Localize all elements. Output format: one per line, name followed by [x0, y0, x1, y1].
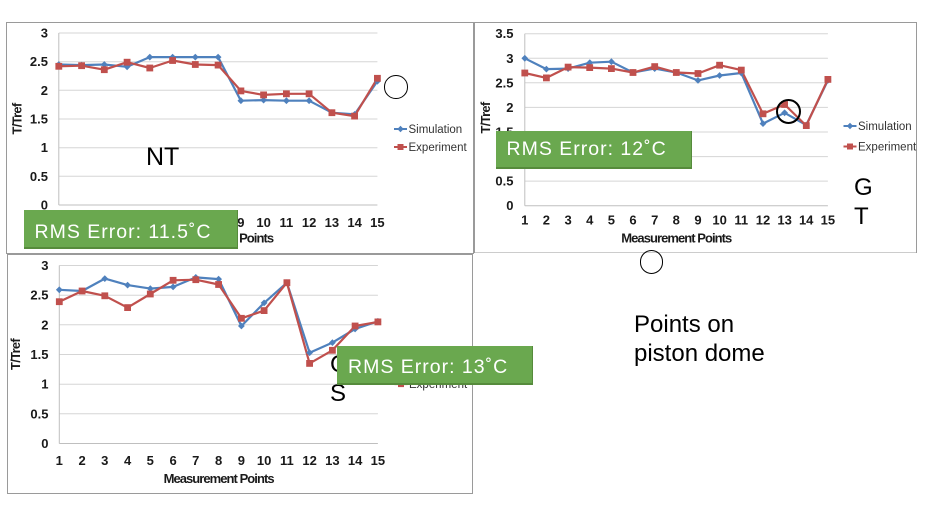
svg-text:3: 3 — [506, 50, 513, 65]
svg-text:1: 1 — [521, 212, 528, 227]
svg-text:2: 2 — [542, 212, 549, 227]
svg-text:0.5: 0.5 — [495, 173, 513, 188]
svg-text:3.5: 3.5 — [495, 26, 513, 41]
svg-text:4: 4 — [586, 212, 594, 227]
svg-text:T/Tref: T/Tref — [478, 101, 493, 133]
svg-text:11: 11 — [280, 215, 294, 230]
svg-text:14: 14 — [347, 215, 362, 230]
svg-text:1: 1 — [41, 140, 48, 155]
svg-text:9: 9 — [237, 215, 244, 230]
svg-text:1.5: 1.5 — [30, 112, 48, 127]
svg-text:14: 14 — [347, 452, 362, 467]
svg-text:10: 10 — [256, 452, 270, 467]
svg-text:12: 12 — [755, 212, 769, 227]
svg-text:1: 1 — [41, 376, 48, 391]
svg-text:6: 6 — [169, 452, 176, 467]
svg-text:6: 6 — [629, 212, 636, 227]
svg-text:5: 5 — [607, 212, 614, 227]
svg-text:Measurement Points: Measurement Points — [621, 230, 732, 245]
svg-text:T/Tref: T/Tref — [10, 102, 25, 134]
svg-text:11: 11 — [280, 452, 294, 467]
svg-text:15: 15 — [370, 215, 384, 230]
svg-text:1: 1 — [55, 452, 62, 467]
svg-text:0: 0 — [506, 198, 513, 213]
svg-text:7: 7 — [192, 452, 199, 467]
svg-text:Experiment: Experiment — [409, 142, 468, 154]
svg-text:3: 3 — [564, 212, 571, 227]
svg-text:2.5: 2.5 — [30, 287, 48, 302]
svg-text:3: 3 — [41, 26, 48, 41]
svg-text:12: 12 — [302, 215, 316, 230]
svg-text:8: 8 — [672, 212, 679, 227]
svg-text:12: 12 — [302, 452, 316, 467]
svg-text:0: 0 — [41, 198, 48, 213]
svg-text:15: 15 — [370, 452, 384, 467]
svg-text:10: 10 — [712, 212, 726, 227]
svg-text:2.5: 2.5 — [30, 54, 48, 69]
svg-text:9: 9 — [694, 212, 701, 227]
svg-text:1.5: 1.5 — [30, 347, 48, 362]
svg-text:9: 9 — [237, 452, 244, 467]
svg-text:Simulation: Simulation — [409, 124, 463, 136]
svg-text:0.5: 0.5 — [30, 169, 48, 184]
svg-text:13: 13 — [777, 212, 791, 227]
svg-text:14: 14 — [798, 212, 813, 227]
svg-text:0.5: 0.5 — [30, 406, 48, 421]
svg-text:0: 0 — [41, 436, 48, 451]
svg-text:13: 13 — [325, 452, 339, 467]
svg-text:2: 2 — [41, 83, 48, 98]
svg-text:Experiment: Experiment — [858, 141, 917, 153]
svg-text:4: 4 — [123, 452, 131, 467]
svg-text:13: 13 — [325, 215, 339, 230]
svg-text:7: 7 — [651, 212, 658, 227]
svg-text:15: 15 — [820, 212, 834, 227]
svg-text:2: 2 — [41, 317, 48, 332]
svg-text:T/Tref: T/Tref — [8, 337, 23, 369]
svg-text:2: 2 — [506, 99, 513, 114]
svg-text:2.5: 2.5 — [495, 75, 513, 90]
svg-text:Measurement Points: Measurement Points — [163, 470, 274, 485]
svg-text:11: 11 — [734, 212, 748, 227]
svg-text:10: 10 — [256, 215, 270, 230]
svg-text:5: 5 — [146, 452, 153, 467]
svg-text:8: 8 — [214, 452, 221, 467]
svg-text:3: 3 — [101, 452, 108, 467]
svg-text:2: 2 — [78, 452, 85, 467]
svg-text:Simulation: Simulation — [858, 121, 912, 133]
svg-text:3: 3 — [41, 258, 48, 273]
